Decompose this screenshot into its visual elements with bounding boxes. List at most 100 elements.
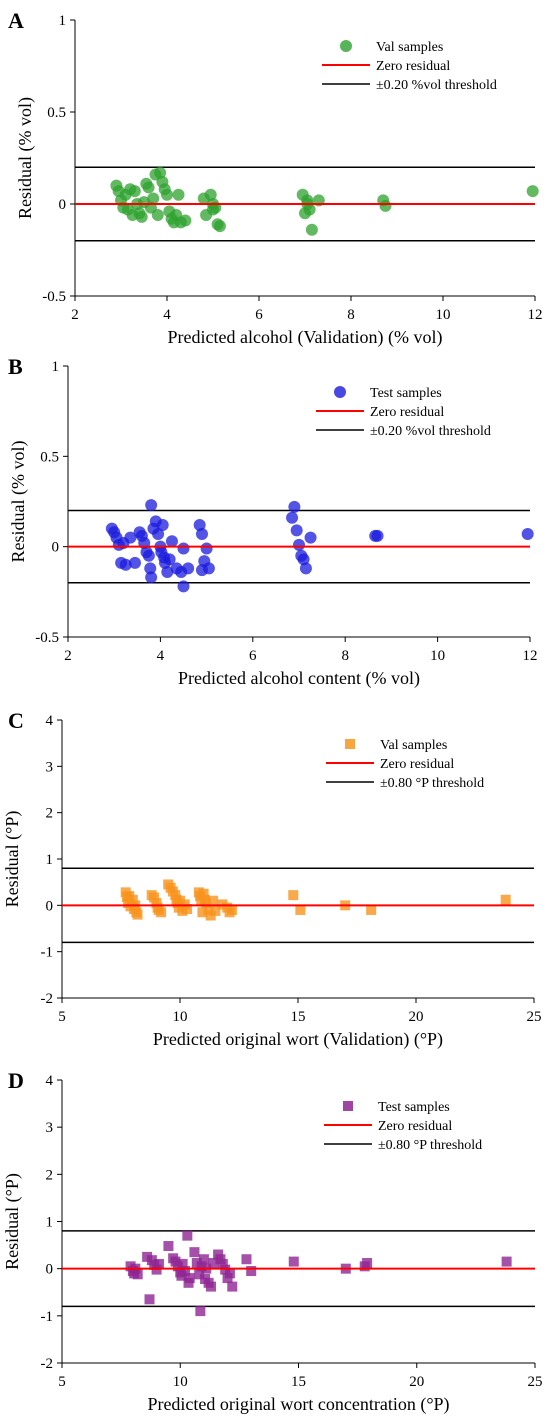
data-point [119, 558, 132, 571]
data-point [153, 1258, 164, 1269]
data-point [293, 538, 305, 551]
data-point [156, 518, 169, 531]
data-point [208, 1258, 219, 1269]
data-point [295, 904, 306, 915]
y-axis-label: Residual (% vol) [15, 97, 36, 219]
x-axis-label: Predicted alcohol content (% vol) [178, 668, 420, 689]
panel-label: B [8, 354, 23, 379]
y-tick-label: 2 [46, 1167, 54, 1183]
data-point [286, 511, 299, 524]
legend-samples-label: Val samples [376, 40, 443, 55]
legend-zero-label: Zero residual [380, 757, 454, 772]
y-tick-label: 1 [59, 13, 67, 29]
data-point [227, 1281, 238, 1292]
legend-marker [334, 386, 346, 398]
legend-marker [343, 1101, 353, 1111]
y-tick-label: 0 [46, 898, 54, 914]
legend-threshold-label: ±0.80 °P threshold [378, 1138, 482, 1153]
data-point [132, 1269, 143, 1280]
legend-zero-label: Zero residual [370, 405, 444, 420]
data-point [177, 1258, 188, 1269]
x-tick-label: 6 [249, 648, 257, 664]
data-point [194, 1269, 205, 1280]
data-point [145, 571, 158, 584]
data-point [197, 907, 208, 918]
data-point [217, 1258, 228, 1269]
data-point [177, 580, 190, 593]
data-point [182, 904, 193, 915]
panel-label: A [8, 8, 24, 33]
data-point [163, 553, 176, 566]
data-point [226, 904, 237, 915]
y-axis-label: Residual (°P) [2, 1173, 23, 1270]
data-point [297, 553, 310, 566]
legend-zero-label: Zero residual [378, 1119, 452, 1134]
data-point [156, 907, 167, 918]
data-point [366, 904, 377, 915]
data-point [195, 528, 208, 541]
data-point [161, 188, 173, 201]
legend-samples-label: Test samples [370, 386, 442, 401]
x-tick-label: 12 [528, 307, 543, 323]
legend: Test samples Zero residual ±0.20 %vol thre… [316, 386, 491, 439]
x-tick-label: 6 [255, 307, 263, 323]
data-point [172, 188, 185, 201]
chart-panel-c: C -2 -1 0 1 2 3 4 5 10 15 20 25 Predicted original wo… [2, 708, 542, 1050]
y-tick-label: -0.5 [42, 289, 66, 305]
data-point [362, 1258, 373, 1269]
data-point [132, 909, 143, 920]
data-point [208, 895, 219, 906]
legend-threshold-label: ±0.80 °P threshold [380, 776, 484, 791]
data-point [200, 542, 213, 555]
data-point [501, 1256, 512, 1267]
x-tick-label: 15 [291, 1374, 306, 1390]
data-point [154, 166, 167, 179]
data-point [195, 1306, 206, 1317]
panel-label: D [8, 1068, 24, 1093]
y-tick-label: 0 [52, 540, 60, 556]
data-point [182, 562, 195, 575]
data-points [105, 499, 534, 593]
y-tick-label: -2 [41, 1356, 54, 1372]
x-tick-label: 4 [163, 307, 171, 323]
y-tick-label: 4 [46, 713, 54, 729]
data-point [303, 203, 316, 216]
data-point [198, 1254, 209, 1265]
x-tick-label: 20 [409, 1374, 424, 1390]
legend: Val samples Zero residual ±0.20 %vol thres… [322, 40, 497, 93]
data-point [127, 894, 138, 905]
y-tick-label: -0.5 [35, 630, 59, 646]
x-tick-label: 20 [409, 1009, 424, 1025]
x-tick-label: 25 [527, 1009, 542, 1025]
y-tick-label: 2 [46, 806, 54, 822]
x-tick-label: 5 [58, 1374, 66, 1390]
data-point [124, 531, 137, 544]
data-point [305, 223, 318, 236]
data-points [110, 166, 539, 236]
data-point [198, 888, 209, 899]
data-point [205, 1281, 216, 1292]
data-point [177, 542, 190, 555]
x-tick-label: 10 [173, 1009, 188, 1025]
y-tick-label: 0 [46, 1262, 54, 1278]
data-point [246, 1266, 257, 1277]
data-point [142, 181, 155, 194]
data-point [147, 192, 160, 205]
x-tick-label: 8 [347, 307, 355, 323]
x-axis-label: Predicted alcohol (Validation) (% vol) [168, 327, 443, 348]
y-tick-label: 0.5 [47, 105, 66, 121]
data-point [128, 185, 141, 198]
chart-panel-d: D -2 -1 0 1 2 3 4 5 10 15 20 25 Predicted original wo… [2, 1068, 543, 1415]
data-point [210, 905, 221, 916]
data-point [371, 529, 384, 542]
data-point [144, 562, 157, 575]
data-point [379, 199, 392, 212]
data-point [193, 518, 206, 531]
data-point [184, 1273, 195, 1284]
data-point [202, 562, 215, 575]
data-point [200, 898, 211, 909]
legend: Test samples Zero residual ±0.80 °P thresh… [324, 1100, 482, 1153]
x-tick-label: 2 [71, 307, 79, 323]
